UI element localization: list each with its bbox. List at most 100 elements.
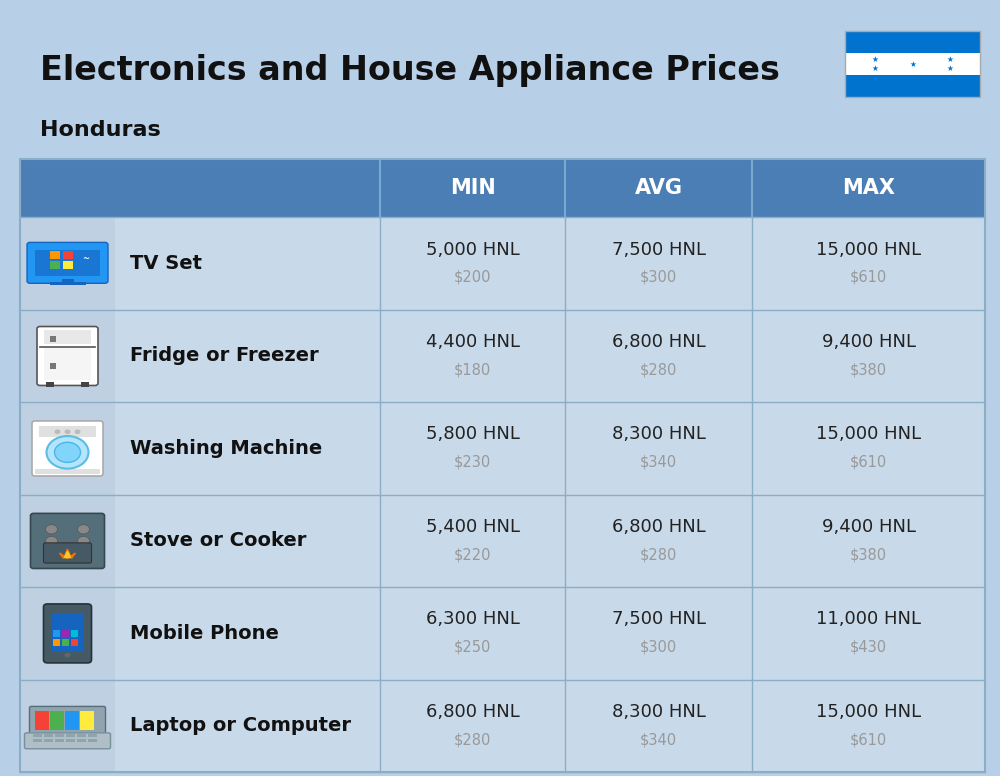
Circle shape: [46, 436, 88, 469]
FancyBboxPatch shape: [30, 706, 106, 735]
Text: 6,800 HNL: 6,800 HNL: [426, 703, 519, 721]
FancyBboxPatch shape: [27, 242, 108, 283]
Bar: [44, 348, 91, 380]
Bar: [50, 282, 86, 285]
Bar: [62, 262, 72, 269]
Bar: [62, 639, 68, 646]
Bar: [52, 639, 60, 646]
Bar: [845, 53, 980, 75]
Circle shape: [46, 536, 58, 546]
Text: 8,300 HNL: 8,300 HNL: [612, 703, 705, 721]
FancyBboxPatch shape: [52, 613, 84, 652]
Bar: [20, 587, 985, 680]
Bar: [44, 739, 52, 742]
Bar: [64, 711, 78, 730]
Text: MAX: MAX: [842, 178, 895, 198]
Text: $220: $220: [454, 547, 491, 563]
Bar: [20, 310, 985, 402]
Bar: [46, 383, 54, 387]
Bar: [44, 734, 52, 737]
FancyBboxPatch shape: [31, 514, 105, 569]
Text: $250: $250: [454, 640, 491, 655]
Circle shape: [78, 536, 90, 546]
Text: $280: $280: [640, 362, 677, 377]
Text: Laptop or Computer: Laptop or Computer: [130, 716, 351, 736]
Bar: [54, 734, 64, 737]
Text: 9,400 HNL: 9,400 HNL: [822, 518, 916, 536]
Polygon shape: [64, 552, 70, 558]
Text: 5,800 HNL: 5,800 HNL: [426, 425, 519, 444]
FancyBboxPatch shape: [44, 543, 92, 563]
Text: $380: $380: [850, 547, 887, 563]
Text: ★: ★: [947, 55, 954, 64]
Text: ★: ★: [947, 64, 954, 73]
Bar: [80, 711, 94, 730]
Text: 6,800 HNL: 6,800 HNL: [612, 518, 705, 536]
Text: 7,500 HNL: 7,500 HNL: [612, 241, 706, 258]
Text: 15,000 HNL: 15,000 HNL: [816, 241, 921, 258]
Text: MIN: MIN: [450, 178, 495, 198]
Bar: [20, 587, 115, 680]
Text: ★: ★: [909, 60, 916, 68]
Text: 8,300 HNL: 8,300 HNL: [612, 425, 705, 444]
Text: ★: ★: [871, 55, 878, 64]
Bar: [845, 31, 980, 53]
Bar: [88, 734, 96, 737]
Bar: [20, 402, 115, 495]
Bar: [50, 262, 60, 269]
Bar: [50, 335, 56, 341]
Bar: [54, 739, 64, 742]
FancyBboxPatch shape: [24, 733, 111, 749]
Text: 15,000 HNL: 15,000 HNL: [816, 703, 921, 721]
Text: $280: $280: [454, 733, 491, 747]
Text: $610: $610: [850, 270, 887, 285]
Bar: [845, 75, 980, 97]
FancyBboxPatch shape: [44, 604, 92, 663]
Text: Washing Machine: Washing Machine: [130, 439, 322, 458]
Bar: [32, 734, 42, 737]
Text: 9,400 HNL: 9,400 HNL: [822, 333, 916, 351]
FancyBboxPatch shape: [35, 250, 100, 275]
Bar: [52, 630, 60, 637]
Polygon shape: [60, 549, 76, 559]
FancyBboxPatch shape: [32, 421, 103, 476]
Text: $340: $340: [640, 455, 677, 470]
Circle shape: [78, 525, 90, 534]
Text: $610: $610: [850, 733, 887, 747]
Text: 4,400 HNL: 4,400 HNL: [426, 333, 520, 351]
Bar: [20, 217, 985, 310]
Text: $380: $380: [850, 362, 887, 377]
Circle shape: [64, 429, 70, 434]
Bar: [70, 639, 78, 646]
Circle shape: [74, 429, 80, 434]
Bar: [44, 331, 91, 344]
Bar: [20, 680, 115, 772]
Text: 5,400 HNL: 5,400 HNL: [426, 518, 520, 536]
Bar: [35, 469, 100, 473]
Text: AVG: AVG: [635, 178, 682, 198]
Text: $230: $230: [454, 455, 491, 470]
Bar: [20, 680, 985, 772]
Bar: [20, 159, 985, 217]
Circle shape: [54, 429, 60, 434]
Bar: [20, 402, 985, 495]
Bar: [88, 739, 96, 742]
Bar: [50, 251, 60, 259]
Bar: [66, 739, 74, 742]
Bar: [76, 739, 86, 742]
Text: 6,300 HNL: 6,300 HNL: [426, 611, 519, 629]
Circle shape: [46, 525, 58, 534]
Text: $340: $340: [640, 733, 677, 747]
Circle shape: [54, 442, 80, 462]
Bar: [50, 362, 56, 369]
Bar: [39, 426, 96, 437]
Text: $180: $180: [454, 362, 491, 377]
Text: $280: $280: [640, 547, 677, 563]
Bar: [50, 711, 64, 730]
Bar: [76, 734, 86, 737]
Text: $610: $610: [850, 455, 887, 470]
Bar: [20, 310, 115, 402]
Bar: [62, 251, 72, 259]
Bar: [20, 495, 985, 587]
Bar: [62, 630, 68, 637]
